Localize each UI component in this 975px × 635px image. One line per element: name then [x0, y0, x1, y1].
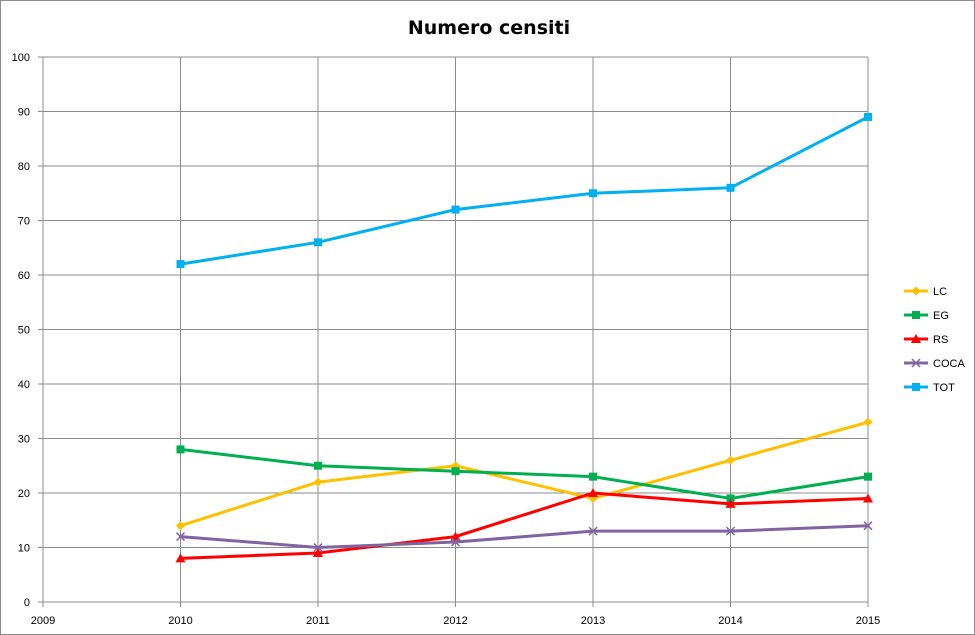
x-tick-label: 2011	[306, 615, 330, 627]
data-point-coca	[313, 542, 323, 553]
series-coca	[175, 521, 873, 553]
y-tick-label: 30	[18, 434, 30, 446]
legend-marker-tot	[912, 383, 920, 391]
x-tick-label: 2013	[581, 615, 605, 627]
data-point-tot	[176, 260, 185, 269]
series-lc	[176, 417, 873, 531]
y-tick-label: 10	[18, 543, 30, 555]
axes: 0 10 20 30 40 50 60 70 80 90 100 2009 2010 2011 2012 20…	[12, 52, 881, 627]
gridlines	[43, 56, 869, 602]
data-point-lc	[863, 417, 873, 427]
data-point-eg	[176, 445, 185, 454]
data-point-tot	[451, 205, 460, 214]
legend-marker-coca	[911, 358, 921, 368]
y-tick-label: 0	[24, 597, 30, 609]
x-tick-label: 2012	[443, 615, 467, 627]
data-point-rs	[725, 498, 736, 508]
series	[175, 112, 873, 563]
legend: LC EG RS COCA TOT	[904, 286, 965, 394]
data-point-rs	[450, 531, 461, 541]
y-tick-label: 60	[18, 270, 30, 282]
series-line-eg	[179, 447, 870, 500]
data-point-coca	[863, 521, 873, 531]
data-point-coca	[175, 532, 186, 542]
data-point-coca	[588, 526, 598, 536]
data-point-eg	[314, 461, 322, 470]
data-point-eg	[589, 472, 597, 481]
series-line-lc	[179, 420, 870, 528]
chart-title: Numero censiti	[408, 17, 570, 39]
data-point-coca	[450, 537, 461, 547]
series-line-rs	[179, 491, 870, 560]
x-tick-label: 2010	[168, 615, 192, 627]
legend-item-coca: COCA	[904, 358, 965, 370]
data-point-tot	[726, 183, 735, 192]
series-eg	[176, 445, 872, 503]
legend-item-eg: EG	[904, 310, 949, 322]
data-point-coca	[725, 526, 736, 536]
legend-marker-rs	[911, 334, 921, 343]
data-point-tot	[864, 112, 872, 121]
x-tick-label: 2014	[718, 615, 742, 627]
legend-item-lc: LC	[904, 286, 947, 298]
data-point-lc	[176, 521, 185, 531]
x-tick-label: 2009	[31, 615, 55, 627]
data-point-eg	[451, 467, 460, 476]
y-tick-label: 90	[18, 107, 30, 119]
data-point-tot	[589, 189, 597, 198]
data-point-lc	[313, 477, 323, 487]
data-point-rs	[863, 493, 873, 503]
legend-label-rs: RS	[933, 334, 948, 346]
y-tick-label: 40	[18, 379, 30, 391]
legend-item-rs: RS	[904, 334, 948, 346]
series-line-coca	[179, 524, 870, 549]
legend-item-tot: TOT	[904, 382, 955, 394]
data-point-rs	[313, 547, 323, 557]
series-tot	[176, 112, 872, 269]
legend-label-eg: EG	[933, 310, 949, 322]
legend-label-lc: LC	[933, 286, 947, 298]
y-tick-label: 50	[18, 325, 30, 337]
data-point-rs	[175, 553, 186, 563]
data-point-lc	[726, 455, 735, 465]
y-tick-label: 100	[12, 52, 30, 64]
y-tick-label: 70	[18, 216, 30, 228]
y-tick-label: 20	[18, 488, 30, 500]
series-line-tot	[179, 115, 870, 266]
x-tick-label: 2015	[856, 615, 880, 627]
y-tick-label: 80	[18, 161, 30, 173]
data-point-eg	[864, 472, 872, 481]
data-point-tot	[314, 238, 322, 247]
data-point-rs	[588, 488, 598, 497]
data-point-eg	[726, 494, 735, 503]
legend-marker-eg	[912, 311, 920, 319]
series-rs	[175, 488, 873, 563]
legend-label-coca: COCA	[933, 358, 965, 370]
legend-label-tot: TOT	[933, 382, 955, 394]
legend-marker-lc	[911, 286, 921, 296]
